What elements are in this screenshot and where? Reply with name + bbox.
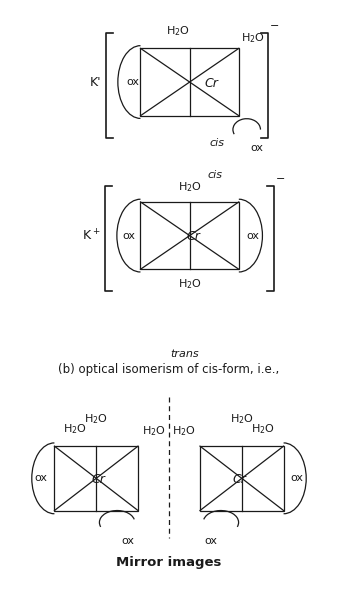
- Text: ox: ox: [204, 536, 217, 546]
- Text: H$_2$O: H$_2$O: [166, 25, 190, 38]
- Text: ox: ox: [251, 143, 264, 154]
- Text: ox: ox: [126, 77, 139, 87]
- Text: H$_2$O: H$_2$O: [84, 413, 108, 427]
- Text: (b) optical isomerism of cis-form, i.e.,: (b) optical isomerism of cis-form, i.e.,: [58, 364, 280, 376]
- Text: Cr: Cr: [91, 473, 105, 486]
- Bar: [54, 446, 138, 511]
- Text: H$_2$O: H$_2$O: [251, 422, 274, 436]
- Text: Cr: Cr: [233, 473, 247, 486]
- Text: ox: ox: [121, 536, 134, 546]
- Text: Cr: Cr: [187, 230, 200, 243]
- Bar: [200, 446, 284, 511]
- Bar: [141, 49, 239, 116]
- Text: cis: cis: [210, 139, 225, 148]
- Text: H$_2$O: H$_2$O: [241, 32, 265, 46]
- Text: K': K': [90, 76, 101, 89]
- Text: H$_2$O: H$_2$O: [142, 424, 166, 438]
- Text: Mirror images: Mirror images: [116, 556, 222, 569]
- Text: ox: ox: [122, 230, 135, 241]
- Bar: [141, 202, 239, 269]
- Text: H$_2$O: H$_2$O: [178, 277, 201, 291]
- Text: K$^+$: K$^+$: [82, 228, 100, 243]
- Text: Cr: Cr: [204, 77, 218, 89]
- Text: H$_2$O: H$_2$O: [172, 424, 196, 438]
- Text: −: −: [276, 174, 286, 184]
- Text: ox: ox: [246, 230, 259, 241]
- Text: H$_2$O: H$_2$O: [64, 422, 87, 436]
- Text: H$_2$O: H$_2$O: [230, 413, 254, 427]
- Text: ox: ox: [291, 473, 304, 484]
- Text: H$_2$O: H$_2$O: [178, 180, 201, 194]
- Text: cis: cis: [208, 170, 223, 180]
- Text: ox: ox: [34, 473, 47, 484]
- Text: trans: trans: [170, 349, 199, 359]
- Text: −: −: [270, 20, 280, 31]
